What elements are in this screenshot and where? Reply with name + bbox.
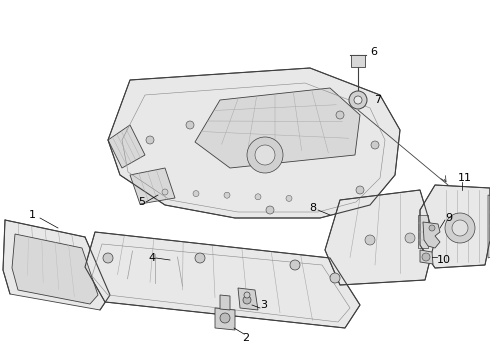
Polygon shape [85, 232, 360, 328]
Polygon shape [420, 250, 433, 264]
Circle shape [255, 194, 261, 200]
Circle shape [247, 137, 283, 173]
Circle shape [445, 213, 475, 243]
Polygon shape [238, 288, 258, 310]
Text: 7: 7 [374, 95, 381, 105]
Polygon shape [423, 222, 440, 248]
Polygon shape [108, 125, 145, 168]
Circle shape [452, 220, 468, 236]
Text: 10: 10 [437, 255, 451, 265]
Circle shape [365, 235, 375, 245]
Circle shape [356, 186, 364, 194]
Circle shape [146, 136, 154, 144]
Circle shape [336, 111, 344, 119]
Circle shape [371, 141, 379, 149]
Text: 5: 5 [138, 197, 145, 207]
Circle shape [354, 96, 362, 104]
Polygon shape [420, 185, 490, 268]
Circle shape [266, 206, 274, 214]
Circle shape [255, 145, 275, 165]
Text: 3: 3 [260, 300, 267, 310]
Circle shape [224, 192, 230, 198]
Circle shape [429, 225, 435, 231]
Polygon shape [195, 88, 360, 168]
Polygon shape [12, 234, 98, 304]
Circle shape [405, 233, 415, 243]
Text: 9: 9 [445, 213, 452, 223]
Circle shape [220, 313, 230, 323]
Text: 1: 1 [28, 210, 35, 220]
Circle shape [243, 296, 251, 304]
Circle shape [330, 273, 340, 283]
Polygon shape [351, 55, 365, 67]
Polygon shape [215, 308, 235, 330]
Circle shape [186, 121, 194, 129]
Polygon shape [488, 195, 490, 258]
Circle shape [103, 253, 113, 263]
Text: 11: 11 [458, 173, 472, 183]
Circle shape [290, 260, 300, 270]
Circle shape [193, 190, 199, 197]
Polygon shape [418, 215, 428, 248]
Polygon shape [130, 168, 175, 204]
Text: 4: 4 [148, 253, 155, 263]
Polygon shape [325, 190, 435, 285]
Circle shape [349, 91, 367, 109]
Polygon shape [108, 68, 400, 218]
Circle shape [286, 195, 292, 201]
Text: 2: 2 [242, 333, 249, 343]
Circle shape [244, 292, 250, 298]
Polygon shape [3, 220, 110, 310]
Polygon shape [220, 295, 230, 310]
Text: 6: 6 [370, 47, 377, 57]
Circle shape [422, 253, 430, 261]
Circle shape [195, 253, 205, 263]
Text: 8: 8 [309, 203, 316, 213]
Circle shape [162, 189, 168, 195]
